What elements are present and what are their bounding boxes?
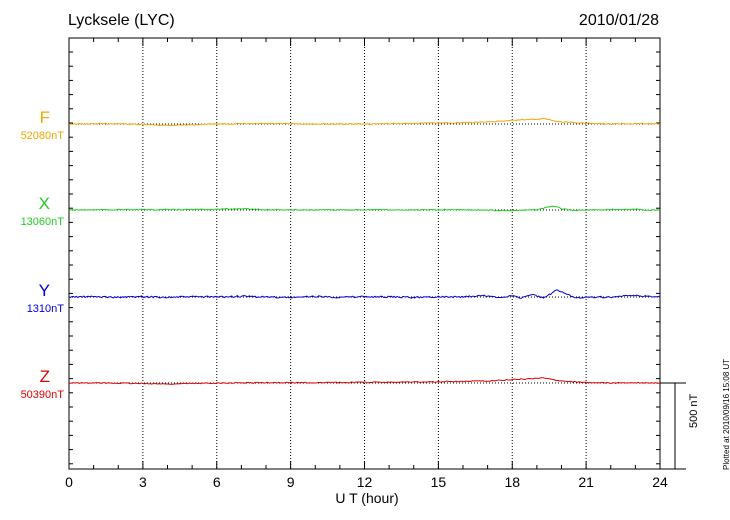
x-tick-label-18: 18 [504, 474, 521, 490]
channel-baseline-x: 13060nT [20, 216, 64, 228]
scale-bar [660, 382, 686, 470]
x-axis-label: U T (hour) [335, 490, 399, 506]
channel-label-f: F [39, 108, 50, 127]
series-line-z [68, 377, 661, 385]
x-tick-label-21: 21 [578, 474, 594, 490]
channel-label-z: Z [39, 367, 50, 386]
channel-baseline-z: 50390nT [20, 389, 64, 401]
series-line-y [68, 289, 661, 299]
scale-bar-label: 500 nT [688, 393, 700, 428]
series-line-f [68, 117, 661, 127]
x-tick-label-6: 6 [212, 474, 221, 490]
channel-baseline-y: 1310nT [26, 303, 64, 315]
x-tick-label-0: 0 [65, 474, 73, 490]
plotted-timestamp: Plotted at 2010/09/16 15:08 UT [722, 358, 730, 470]
x-tick-label-15: 15 [430, 474, 447, 490]
date-title: 2010/01/28 [578, 12, 659, 29]
baseline-lines [69, 123, 660, 384]
channel-baseline-f: 52080nT [20, 130, 64, 142]
x-tick-label-3: 3 [138, 474, 147, 490]
series-line-x [69, 205, 661, 212]
x-tick-label-12: 12 [356, 474, 373, 490]
grid-lines [142, 38, 587, 469]
channel-label-y: Y [38, 281, 50, 300]
axis-ticks [68, 38, 661, 469]
channel-label-x: X [38, 194, 50, 213]
x-tick-label-24: 24 [652, 474, 668, 490]
series-lines [68, 117, 661, 385]
x-tick-label-9: 9 [286, 474, 295, 490]
station-title: Lycksele (LYC) [68, 12, 175, 29]
